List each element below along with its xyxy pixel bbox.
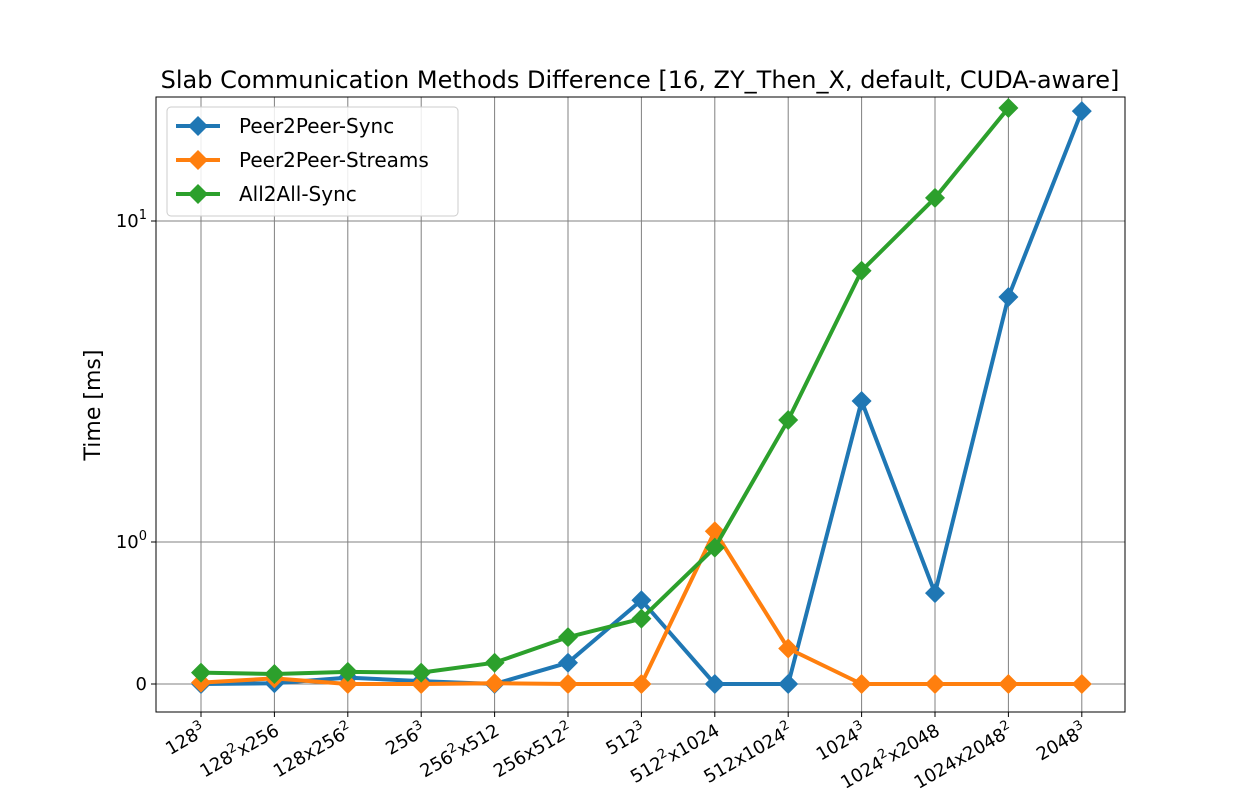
legend: Peer2Peer-Sync Peer2Peer-Streams All2All-S… [166,106,459,217]
x-tick-label: 2562x512 [415,718,503,783]
data-point-marker [778,638,799,659]
data-point-marker [851,390,872,411]
data-point-marker [778,674,799,694]
data-point-marker [925,187,945,208]
data-point-marker [484,652,505,673]
data-point-marker [411,674,432,694]
y-axis-label: Time [ms] [81,350,106,462]
y-tick-label: 100 [116,529,147,553]
legend-marker [188,184,208,204]
data-point-marker [558,627,578,648]
data-point-marker [558,674,578,694]
data-point-marker [631,674,652,694]
data-point-marker [1071,674,1092,694]
x-tick-label: 10243 [811,718,870,766]
legend-marker [188,150,208,170]
x-tick-label: 2563 [381,718,430,760]
data-point-marker [925,583,945,604]
data-point-marker [925,674,945,694]
data-point-marker [851,260,872,281]
x-tick-label: 128x2562 [268,718,356,783]
data-point-marker [998,674,1019,694]
data-point-marker [558,652,578,673]
y-axis: 0 100 101 [116,208,156,695]
data-point-marker [484,673,505,694]
data-point-marker [704,537,725,558]
data-point-marker [631,608,652,629]
legend-box [166,106,459,217]
x-tick-label: 256x5122 [489,718,577,783]
legend-marker [188,116,208,136]
y-tick-label: 0 [136,674,147,695]
x-tick-label: 20483 [1031,718,1090,766]
data-point-marker [998,97,1019,118]
data-point-marker [998,286,1019,307]
plot-frame [155,96,1126,713]
chart-title: Slab Communication Methods Difference [1… [161,66,1120,94]
data-point-marker [631,590,652,611]
legend-label: Peer2Peer-Sync [239,114,394,138]
legend-label: Peer2Peer-Streams [239,148,429,172]
data-point-marker [337,674,358,694]
data-point-marker [1071,101,1092,122]
data-point-marker [264,664,285,685]
x-tick-label: 5123 [601,718,650,760]
series-line [200,106,1010,677]
series-lines [191,97,1092,694]
x-tick-label: 1283 [161,718,210,760]
data-point-marker [337,661,358,682]
y-tick-label: 101 [116,208,147,232]
data-point-marker [778,409,799,430]
data-point-marker [704,674,725,694]
data-point-marker [191,662,211,683]
x-tick-label: 1282x256 [195,718,283,783]
legend-label: All2All-Sync [239,182,357,206]
data-point-marker [411,662,432,683]
data-point-marker [851,674,872,694]
